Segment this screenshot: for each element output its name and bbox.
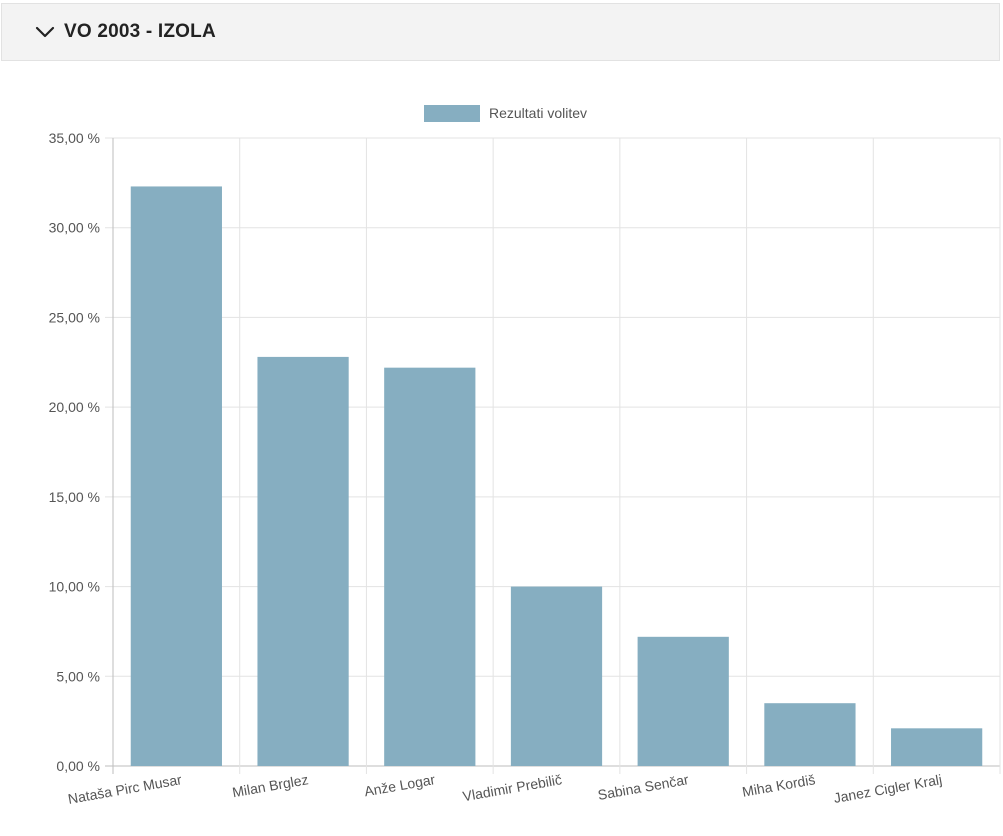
x-tick-label: Vladimir Prebilič xyxy=(461,771,563,804)
y-tick-label: 5,00 % xyxy=(56,668,100,684)
chart-container: 0,00 % 5,00 % 10,00 % 15,00 % 20,00 % 25,00 %… xyxy=(0,64,1003,831)
y-tick-label: 30,00 % xyxy=(49,220,100,236)
legend-label: Rezultati volitev xyxy=(489,105,587,121)
bar-3 xyxy=(384,367,476,766)
legend-swatch xyxy=(424,105,480,122)
chevron-down-icon[interactable] xyxy=(34,21,56,43)
y-tick-label: 25,00 % xyxy=(49,309,100,325)
x-tick-label: Sabina Senčar xyxy=(597,771,691,803)
bar-6 xyxy=(764,703,856,766)
bar-4 xyxy=(510,586,603,766)
bar-1 xyxy=(130,186,222,767)
y-tick-label: 10,00 % xyxy=(49,579,100,595)
x-tick-label: Milan Brglez xyxy=(231,771,310,800)
bar-7 xyxy=(891,728,983,766)
bar-chart: 0,00 % 5,00 % 10,00 % 15,00 % 20,00 % 25,00 %… xyxy=(49,105,1001,807)
x-tick-label: Janez Cigler Kralj xyxy=(832,771,943,806)
bar-5 xyxy=(637,636,729,766)
x-tick-label: Anže Logar xyxy=(363,771,437,799)
y-tick-label: 15,00 % xyxy=(49,489,100,505)
y-tick-label: 20,00 % xyxy=(49,399,100,415)
x-tick-label: Miha Kordiš xyxy=(741,771,817,800)
x-tick-label: Nataša Pirc Musar xyxy=(67,771,184,807)
legend: Rezultati volitev xyxy=(424,105,587,122)
y-tick-label: 0,00 % xyxy=(56,758,100,774)
y-tick-label: 35,00 % xyxy=(49,130,100,146)
panel-title: VO 2003 - IZOLA xyxy=(64,21,216,42)
panel-header-toggle[interactable]: VO 2003 - IZOLA xyxy=(1,3,1000,61)
bar-2 xyxy=(257,356,349,766)
